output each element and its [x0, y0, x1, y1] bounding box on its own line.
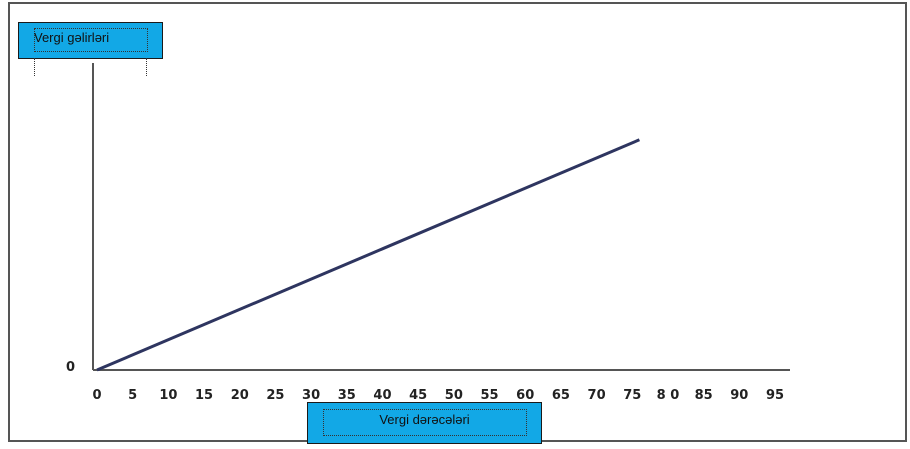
x-tick-label: 25: [266, 388, 284, 403]
x-tick-label: 60: [516, 388, 534, 403]
x-tick-labels: 0 5 10 15 20 25 30 35 40 45 50 55 60 65 70 75 8 0 85 90 95: [92, 388, 784, 403]
x-tick-label: 85: [695, 388, 713, 403]
series-group: [97, 140, 639, 370]
x-tick-label: 45: [409, 388, 427, 403]
y-origin-label: 0: [66, 360, 75, 375]
x-tick-label: 0: [92, 388, 101, 403]
x-tick-label: 90: [730, 388, 748, 403]
x-tick-label: 5: [128, 388, 137, 403]
x-tick-label: 75: [623, 388, 641, 403]
series-line: [97, 140, 639, 370]
x-tick-label: 70: [588, 388, 606, 403]
x-tick-label: 20: [231, 388, 249, 403]
x-tick-label: 55: [480, 388, 498, 403]
x-tick-label: 50: [445, 388, 463, 403]
x-tick-label: 95: [766, 388, 784, 403]
x-tick-label: 15: [195, 388, 213, 403]
x-tick-label: 65: [552, 388, 570, 403]
x-tick-label: 35: [338, 388, 356, 403]
x-axis-label: Vergi dərəcələri: [308, 412, 541, 427]
x-axis-label-box: Vergi dərəcələri: [307, 402, 542, 444]
x-tick-label: 30: [302, 388, 320, 403]
x-tick-label: 8 0: [657, 388, 680, 403]
x-tick-label: 40: [373, 388, 391, 403]
x-tick-label: 10: [159, 388, 177, 403]
